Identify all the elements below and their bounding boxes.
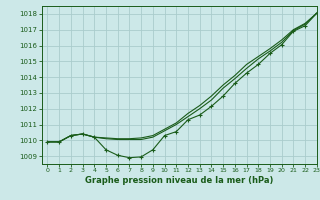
X-axis label: Graphe pression niveau de la mer (hPa): Graphe pression niveau de la mer (hPa) [85,176,273,185]
